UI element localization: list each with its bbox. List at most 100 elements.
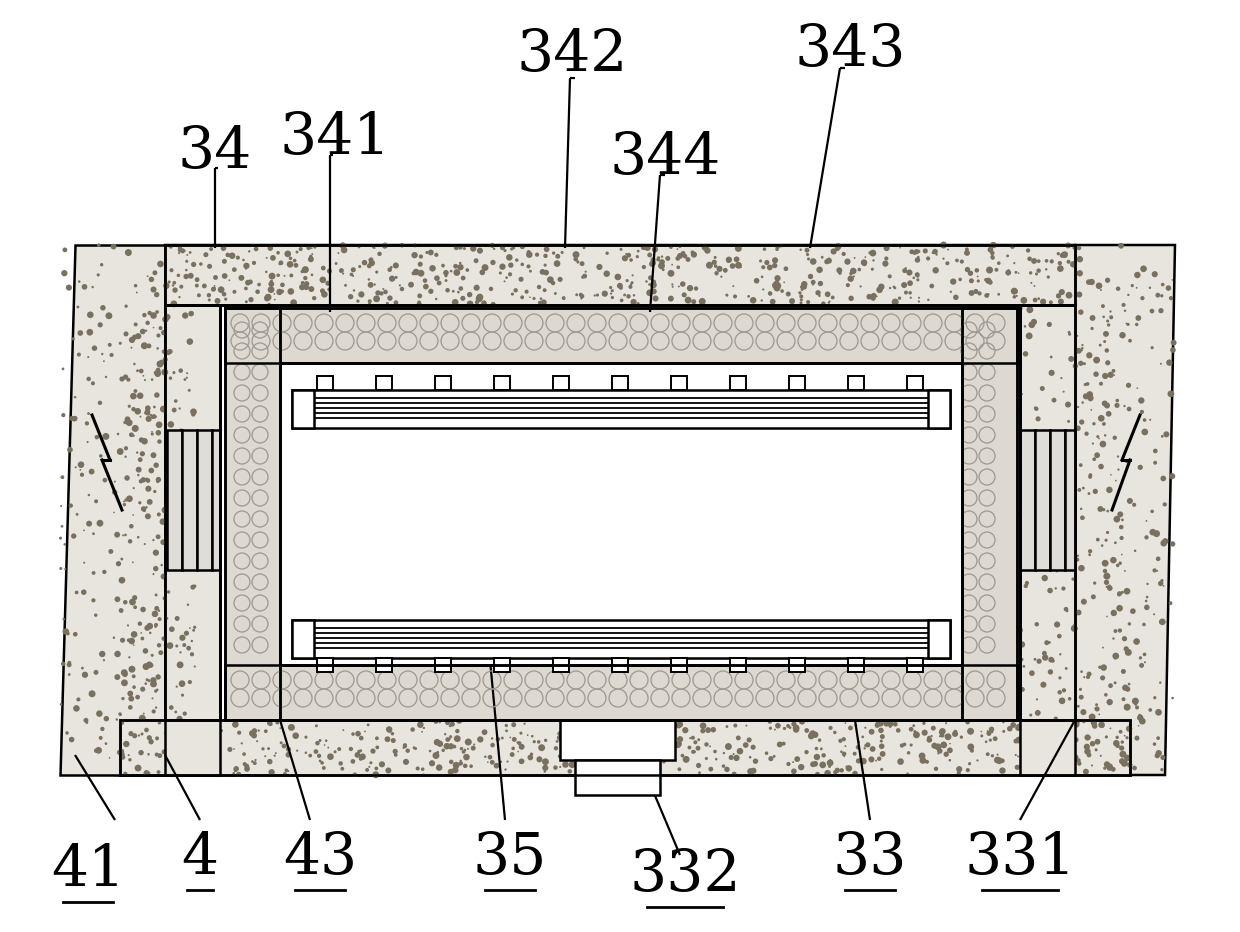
Circle shape xyxy=(541,299,547,306)
Circle shape xyxy=(619,725,620,726)
Circle shape xyxy=(144,409,150,416)
Circle shape xyxy=(82,672,88,678)
Circle shape xyxy=(765,751,769,755)
Circle shape xyxy=(893,721,898,727)
Circle shape xyxy=(569,732,577,738)
Circle shape xyxy=(1019,687,1024,692)
Circle shape xyxy=(1011,722,1016,728)
Circle shape xyxy=(128,731,134,736)
Circle shape xyxy=(725,743,732,750)
Circle shape xyxy=(145,405,150,411)
Circle shape xyxy=(754,278,759,283)
Circle shape xyxy=(154,606,159,610)
Circle shape xyxy=(83,562,86,564)
Circle shape xyxy=(314,749,319,754)
Circle shape xyxy=(1078,761,1081,766)
Circle shape xyxy=(167,349,172,354)
Circle shape xyxy=(123,500,125,502)
Text: 4: 4 xyxy=(181,830,218,886)
Circle shape xyxy=(1163,432,1169,437)
Circle shape xyxy=(151,432,154,435)
Circle shape xyxy=(875,721,880,727)
Circle shape xyxy=(1151,346,1153,350)
Bar xyxy=(376,658,392,672)
Circle shape xyxy=(172,564,177,569)
Circle shape xyxy=(238,275,244,281)
Circle shape xyxy=(129,637,135,644)
Circle shape xyxy=(255,290,260,295)
Circle shape xyxy=(1161,282,1164,286)
Circle shape xyxy=(1011,541,1013,543)
Circle shape xyxy=(1024,546,1028,550)
Circle shape xyxy=(808,274,813,280)
Circle shape xyxy=(517,741,522,746)
Circle shape xyxy=(78,461,84,468)
Circle shape xyxy=(250,761,254,762)
Circle shape xyxy=(386,767,392,774)
Circle shape xyxy=(480,269,485,275)
Circle shape xyxy=(915,257,920,263)
Circle shape xyxy=(252,728,257,733)
Circle shape xyxy=(136,292,138,294)
Circle shape xyxy=(657,256,660,259)
Polygon shape xyxy=(1075,245,1176,775)
Circle shape xyxy=(800,298,804,301)
Circle shape xyxy=(449,724,451,727)
Circle shape xyxy=(720,276,723,278)
Circle shape xyxy=(133,644,134,646)
Circle shape xyxy=(1138,397,1145,404)
Circle shape xyxy=(1059,517,1061,520)
Circle shape xyxy=(589,731,590,733)
Bar xyxy=(224,308,280,720)
Circle shape xyxy=(1149,308,1154,313)
Circle shape xyxy=(704,742,709,747)
Circle shape xyxy=(678,245,682,248)
Circle shape xyxy=(859,285,862,288)
Circle shape xyxy=(384,291,387,294)
Circle shape xyxy=(733,755,740,761)
Circle shape xyxy=(775,275,781,281)
Circle shape xyxy=(108,343,112,347)
Circle shape xyxy=(997,754,998,756)
Circle shape xyxy=(1059,765,1063,769)
Circle shape xyxy=(634,772,640,777)
Circle shape xyxy=(1073,363,1078,369)
Circle shape xyxy=(92,571,95,575)
Circle shape xyxy=(515,258,518,262)
Circle shape xyxy=(368,260,374,267)
Circle shape xyxy=(175,644,179,648)
Circle shape xyxy=(774,729,776,731)
Circle shape xyxy=(126,377,130,382)
Circle shape xyxy=(207,264,212,268)
Text: 341: 341 xyxy=(279,110,391,166)
Circle shape xyxy=(463,247,466,250)
Circle shape xyxy=(167,590,170,594)
Circle shape xyxy=(280,244,283,247)
Circle shape xyxy=(1050,356,1053,359)
Circle shape xyxy=(319,760,321,762)
Circle shape xyxy=(976,760,978,761)
Circle shape xyxy=(649,275,653,281)
Circle shape xyxy=(1136,388,1138,389)
Circle shape xyxy=(146,626,149,629)
Circle shape xyxy=(124,475,130,481)
Circle shape xyxy=(775,282,781,289)
Circle shape xyxy=(1125,686,1131,692)
Circle shape xyxy=(490,760,495,764)
Circle shape xyxy=(103,659,105,662)
Circle shape xyxy=(1035,698,1038,701)
Circle shape xyxy=(543,254,548,258)
Circle shape xyxy=(1071,625,1078,632)
Circle shape xyxy=(735,735,740,740)
Circle shape xyxy=(1127,406,1131,411)
Bar xyxy=(1035,430,1050,570)
Circle shape xyxy=(172,371,176,374)
Circle shape xyxy=(1112,637,1115,639)
Circle shape xyxy=(180,284,184,289)
Circle shape xyxy=(387,267,392,272)
Circle shape xyxy=(448,769,454,775)
Circle shape xyxy=(124,305,128,308)
Circle shape xyxy=(1158,581,1163,586)
Circle shape xyxy=(160,405,166,413)
Circle shape xyxy=(1122,685,1128,691)
